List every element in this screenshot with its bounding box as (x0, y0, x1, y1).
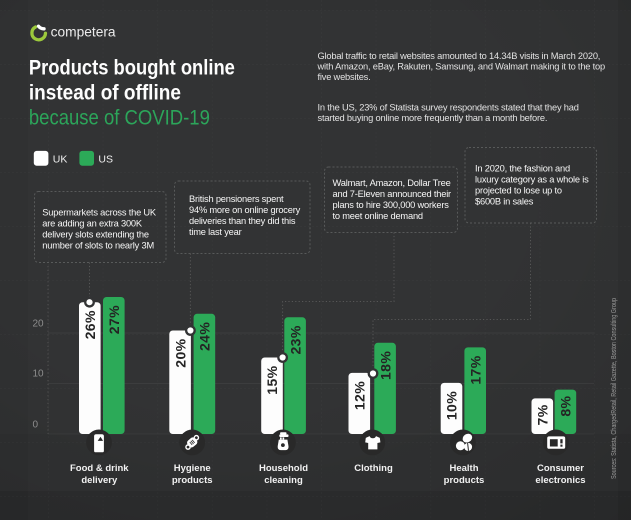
svg-text:British pensioners spent: British pensioners spent (189, 194, 284, 204)
svg-text:94% more on online grocery: 94% more on online grocery (189, 205, 301, 215)
svg-text:to meet online demand: to meet online demand (333, 211, 423, 221)
svg-text:US: US (98, 153, 113, 165)
svg-text:instead of offline: instead of offline (29, 82, 181, 105)
svg-text:18%: 18% (377, 351, 393, 380)
svg-text:because of COVID-19: because of COVID-19 (29, 106, 210, 129)
svg-text:Hygiene: Hygiene (174, 463, 211, 474)
svg-text:delivery: delivery (81, 475, 118, 486)
svg-text:In 2020, the fashion and: In 2020, the fashion and (475, 163, 570, 173)
svg-text:In the US, 23% of Statista sur: In the US, 23% of Statista survey respon… (318, 102, 579, 112)
svg-text:Household: Household (259, 463, 308, 474)
svg-text:24%: 24% (197, 322, 213, 351)
svg-text:26%: 26% (82, 310, 98, 339)
svg-text:20%: 20% (172, 338, 188, 367)
svg-text:are adding an extra 300K: are adding an extra 300K (42, 218, 143, 228)
svg-text:12%: 12% (352, 381, 368, 410)
svg-text:10%: 10% (444, 391, 460, 420)
svg-text:products: products (172, 475, 213, 486)
svg-text:15%: 15% (264, 365, 280, 394)
svg-text:Health: Health (449, 463, 478, 474)
svg-text:Sources: Statista, ChargedReta: Sources: Statista, ChargedRetail, Retail… (609, 298, 618, 479)
svg-text:Supermarkets across the UK: Supermarkets across the UK (42, 207, 157, 217)
svg-text:8%: 8% (558, 395, 574, 416)
svg-text:competera: competera (51, 23, 116, 39)
svg-text:time last year: time last year (189, 227, 242, 237)
svg-text:27%: 27% (106, 305, 122, 334)
svg-text:luxury category as a whole is: luxury category as a whole is (475, 174, 589, 184)
svg-text:with Amazon, eBay, Rakuten, Sa: with Amazon, eBay, Rakuten, Samsung, and… (317, 62, 605, 72)
svg-text:17%: 17% (467, 355, 483, 384)
svg-text:23%: 23% (287, 325, 303, 354)
svg-text:0: 0 (33, 420, 39, 431)
svg-text:Walmart, Amazon, Dollar Tree: Walmart, Amazon, Dollar Tree (333, 178, 451, 188)
svg-text:7%: 7% (535, 404, 551, 425)
svg-text:UK: UK (53, 153, 68, 165)
svg-text:Consumer: Consumer (537, 463, 584, 474)
svg-text:delivery slots extending the: delivery slots extending the (42, 229, 149, 239)
svg-text:Food & drink: Food & drink (70, 463, 129, 474)
svg-text:20: 20 (33, 319, 45, 330)
svg-text:deliveries than they did this: deliveries than they did this (189, 216, 296, 226)
svg-text:number of slots to nearly 3M: number of slots to nearly 3M (42, 240, 154, 250)
svg-text:Clothing: Clothing (354, 463, 393, 474)
svg-text:and 7-Eleven announced their: and 7-Eleven announced their (333, 189, 452, 199)
svg-text:products: products (444, 475, 485, 486)
svg-text:electronics: electronics (535, 475, 585, 486)
svg-text:Global traffic to retail websi: Global traffic to retail websites amount… (318, 51, 601, 61)
svg-text:$600B in sales: $600B in sales (475, 196, 534, 206)
svg-text:cleaning: cleaning (264, 475, 303, 486)
svg-text:plans to hire 300,000 workers: plans to hire 300,000 workers (333, 200, 450, 210)
svg-text:five websites.: five websites. (318, 72, 371, 82)
svg-text:projected to lose up to: projected to lose up to (475, 185, 562, 195)
svg-text:started buying online more fre: started buying online more frequently th… (318, 113, 548, 123)
svg-text:Products bought online: Products bought online (29, 57, 235, 80)
svg-text:10: 10 (33, 368, 45, 379)
